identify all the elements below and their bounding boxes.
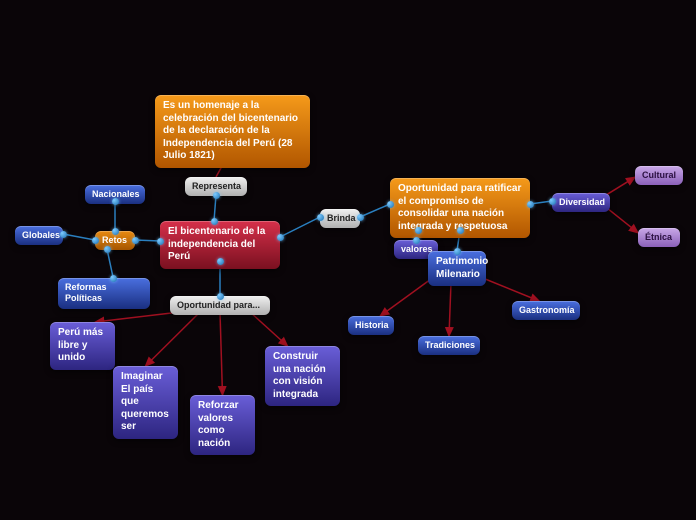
node-label: Reforzar valores como nación [198,400,239,449]
node-historia: Historia [348,316,394,335]
node-gastronomia: Gastronomía [512,301,580,320]
node-label: Étnica [645,232,672,242]
connector-dot [549,198,556,205]
connector-dot [317,214,324,221]
node-label: Perú más libre y unido [58,327,103,363]
connector-dot [92,237,99,244]
connector-dot [413,237,420,244]
node-reformas: Reformas Políticas [58,278,150,309]
node-brinda: Brinda [320,209,360,228]
connector-dot [387,201,394,208]
connector-dot [112,228,119,235]
edges-layer [0,0,696,520]
connector-dot [132,237,139,244]
connector-dot [104,246,111,253]
connector-dot [457,227,464,234]
connector-dot [527,201,534,208]
node-label: Oportunidad para... [177,300,260,310]
connector-dot [112,198,119,205]
connector-dot [213,192,220,199]
node-label: Construir una nación con visión integrad… [273,351,326,400]
node-label: Cultural [642,170,676,180]
node-cultural: Cultural [635,166,683,185]
node-reforzar: Reforzar valores como nación [190,395,255,455]
connector-dot [454,248,461,255]
connector-dot [211,218,218,225]
node-label: Gastronomía [519,305,575,315]
node-globales: Globales [15,226,63,245]
connector-dot [277,234,284,241]
connector-dot [415,227,422,234]
node-imaginar: Imaginar El país que queremos ser [113,366,178,439]
node-label: Es un homenaje a la celebración del bice… [163,100,298,161]
node-homenaje: Es un homenaje a la celebración del bice… [155,95,310,168]
node-diversidad: Diversidad [552,193,610,212]
node-label: Representa [192,181,241,191]
connector-dot [217,293,224,300]
connector-dot [357,214,364,221]
node-label: Globales [22,230,60,240]
node-label: Diversidad [559,197,605,207]
connector-dot [157,238,164,245]
node-peru_libre: Perú más libre y unido [50,322,115,370]
node-label: Imaginar El país que queremos ser [121,371,169,432]
node-label: Patrimonio Milenario [436,256,488,280]
node-patrimonio: Patrimonio Milenario [428,251,486,286]
node-label: Reformas Políticas [65,282,107,303]
node-label: Oportunidad para ratificar el compromiso… [398,183,521,232]
node-label: Brinda [327,213,356,223]
node-construir: Construir una nación con visión integrad… [265,346,340,406]
node-label: Retos [102,235,127,245]
node-label: El bicentenario de la independencia del … [168,226,265,262]
node-etnica: Étnica [638,228,680,247]
connector-dot [60,231,67,238]
node-label: valores [401,244,433,254]
node-tradiciones: Tradiciones [418,336,480,355]
connector-dot [110,275,117,282]
connector-dot [217,258,224,265]
node-label: Tradiciones [425,340,475,350]
node-label: Historia [355,320,389,330]
